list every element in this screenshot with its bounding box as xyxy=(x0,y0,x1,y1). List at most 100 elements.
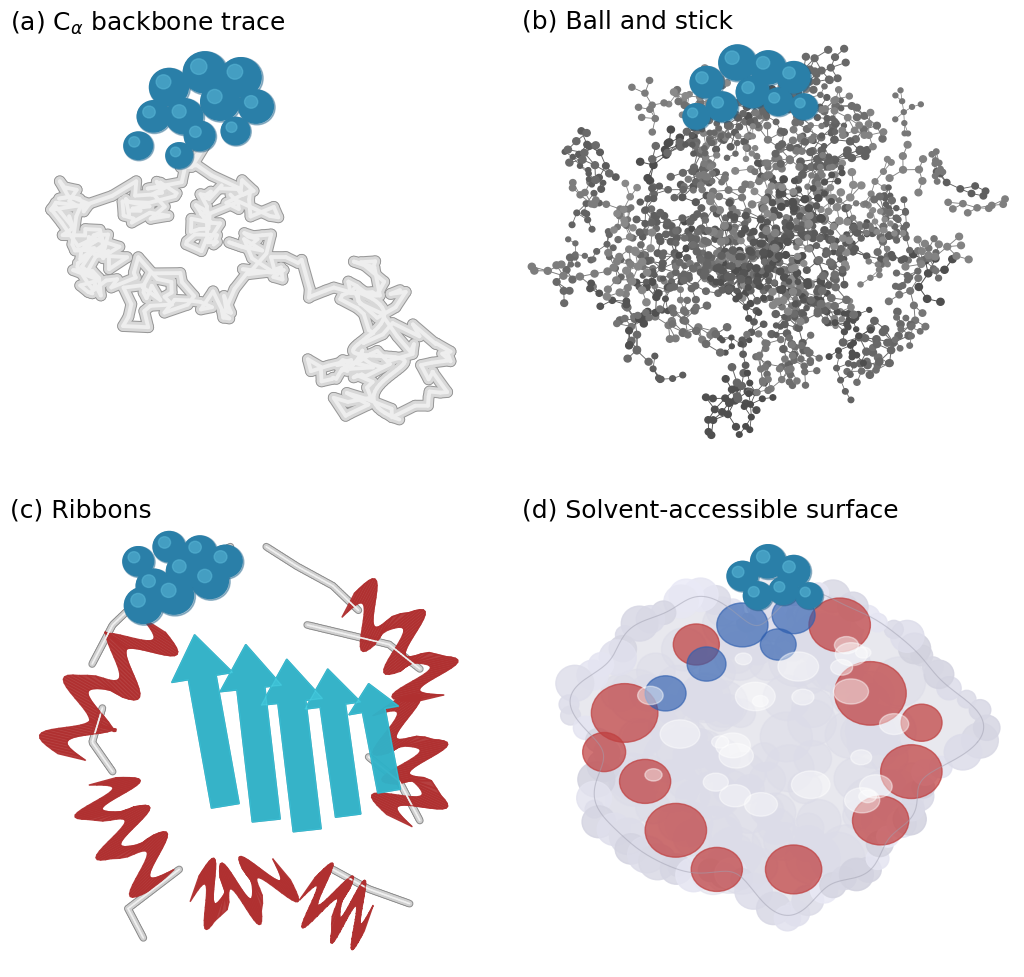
Polygon shape xyxy=(302,905,318,928)
Circle shape xyxy=(597,814,631,845)
Circle shape xyxy=(676,143,683,149)
Circle shape xyxy=(798,69,804,76)
Polygon shape xyxy=(122,811,150,828)
Circle shape xyxy=(659,309,665,314)
Circle shape xyxy=(698,859,722,881)
Circle shape xyxy=(776,287,781,293)
Circle shape xyxy=(653,294,659,301)
Circle shape xyxy=(927,256,933,262)
Circle shape xyxy=(696,95,703,102)
Circle shape xyxy=(715,291,722,297)
Circle shape xyxy=(741,264,749,271)
Circle shape xyxy=(825,304,831,310)
Circle shape xyxy=(805,221,812,228)
Circle shape xyxy=(743,105,750,111)
Circle shape xyxy=(736,275,742,280)
Circle shape xyxy=(637,263,643,269)
Circle shape xyxy=(818,216,825,223)
Polygon shape xyxy=(393,610,420,628)
Circle shape xyxy=(804,127,811,133)
Circle shape xyxy=(579,157,586,164)
Circle shape xyxy=(797,159,804,166)
Circle shape xyxy=(724,239,731,245)
Circle shape xyxy=(634,347,641,354)
Polygon shape xyxy=(261,659,323,832)
Circle shape xyxy=(794,240,801,247)
Polygon shape xyxy=(382,810,412,827)
Circle shape xyxy=(691,108,698,115)
Circle shape xyxy=(807,245,814,252)
Circle shape xyxy=(839,106,844,111)
Circle shape xyxy=(807,210,813,216)
Circle shape xyxy=(719,46,758,83)
Circle shape xyxy=(882,218,888,223)
Circle shape xyxy=(694,230,700,235)
Circle shape xyxy=(765,286,771,291)
Polygon shape xyxy=(119,839,148,859)
Circle shape xyxy=(736,254,742,260)
Circle shape xyxy=(867,213,873,219)
Ellipse shape xyxy=(834,679,868,704)
Circle shape xyxy=(746,381,753,386)
Circle shape xyxy=(885,247,890,252)
Circle shape xyxy=(833,104,840,110)
Circle shape xyxy=(800,234,807,240)
Circle shape xyxy=(702,178,710,185)
Polygon shape xyxy=(383,768,414,777)
Circle shape xyxy=(768,331,775,338)
Circle shape xyxy=(828,173,835,179)
Circle shape xyxy=(864,707,916,756)
Circle shape xyxy=(772,281,777,286)
Circle shape xyxy=(702,289,710,295)
Circle shape xyxy=(744,287,752,294)
Circle shape xyxy=(909,251,916,259)
Circle shape xyxy=(702,151,708,156)
Circle shape xyxy=(732,567,743,578)
Circle shape xyxy=(905,258,911,264)
Circle shape xyxy=(653,214,659,220)
Circle shape xyxy=(838,256,845,263)
Circle shape xyxy=(596,291,602,297)
Circle shape xyxy=(643,230,649,235)
Circle shape xyxy=(814,115,820,121)
Circle shape xyxy=(604,242,610,248)
Circle shape xyxy=(774,156,780,162)
Circle shape xyxy=(749,587,779,616)
Circle shape xyxy=(742,291,749,297)
Circle shape xyxy=(707,816,740,849)
Circle shape xyxy=(762,341,768,347)
Circle shape xyxy=(759,285,764,290)
Polygon shape xyxy=(395,696,420,712)
Circle shape xyxy=(707,137,714,143)
Circle shape xyxy=(609,759,658,806)
Circle shape xyxy=(788,267,795,273)
Circle shape xyxy=(758,809,795,844)
Circle shape xyxy=(647,271,653,277)
Circle shape xyxy=(763,245,768,250)
Circle shape xyxy=(803,615,843,652)
Polygon shape xyxy=(96,842,121,858)
Circle shape xyxy=(651,213,657,219)
Circle shape xyxy=(741,849,778,883)
Polygon shape xyxy=(265,872,288,897)
Circle shape xyxy=(938,167,943,172)
Circle shape xyxy=(873,770,906,802)
Circle shape xyxy=(792,179,798,185)
Circle shape xyxy=(692,297,699,304)
Circle shape xyxy=(781,581,807,606)
Circle shape xyxy=(630,226,636,232)
Circle shape xyxy=(749,763,785,797)
Circle shape xyxy=(842,205,849,212)
Circle shape xyxy=(974,205,980,212)
Circle shape xyxy=(741,140,748,146)
Circle shape xyxy=(745,285,752,291)
Circle shape xyxy=(637,159,644,166)
Ellipse shape xyxy=(855,648,871,658)
Circle shape xyxy=(744,135,750,140)
Circle shape xyxy=(697,101,703,106)
Circle shape xyxy=(754,154,760,160)
Circle shape xyxy=(717,625,753,659)
Circle shape xyxy=(894,271,899,276)
Circle shape xyxy=(863,349,870,356)
Circle shape xyxy=(814,243,819,249)
